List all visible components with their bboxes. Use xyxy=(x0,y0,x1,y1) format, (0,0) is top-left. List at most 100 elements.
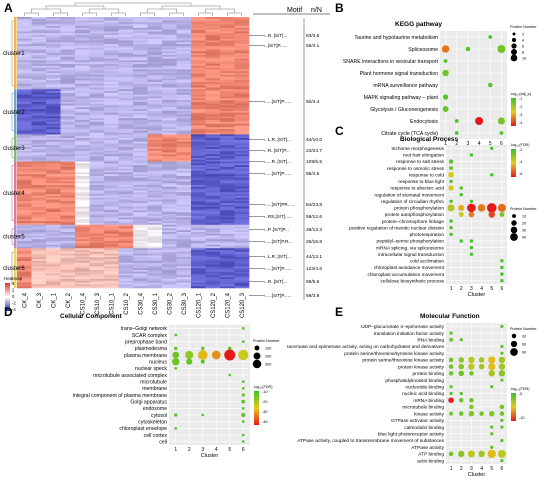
heatmap-cell xyxy=(104,259,119,262)
heatmap-cell xyxy=(147,20,163,23)
heatmap-cell xyxy=(89,166,105,170)
bubble-point xyxy=(500,324,504,328)
heatmap-cell xyxy=(162,17,177,20)
heatmap-cell xyxy=(205,148,221,151)
color-legend-title: -log₁₀(FDR) xyxy=(510,387,530,391)
size-legend-label: 300 xyxy=(265,363,271,367)
heatmap-cell xyxy=(60,197,76,200)
heatmap-cell xyxy=(118,58,134,61)
bubble-point xyxy=(490,445,494,449)
heatmap-cell xyxy=(75,177,90,180)
heatmap-cell xyxy=(31,45,47,49)
heatmap-cell xyxy=(162,27,177,30)
heatmap-cell xyxy=(147,132,163,135)
x-tick-label: 6 xyxy=(500,141,503,147)
heatmap-cell xyxy=(31,109,47,112)
heatmap-cell xyxy=(17,119,32,123)
heatmap-cell xyxy=(118,244,134,247)
bubble-point xyxy=(228,373,232,377)
heatmap-cell xyxy=(234,183,250,186)
heatmap-cell xyxy=(133,159,148,162)
heatmap-cell xyxy=(89,22,105,25)
heatmap-cell xyxy=(89,148,105,151)
heatmap-cell xyxy=(17,237,32,240)
heatmap-cell xyxy=(17,228,32,231)
heatmap-cell xyxy=(176,192,192,195)
heatmap-cell xyxy=(205,112,221,115)
heatmap-cell xyxy=(133,179,148,182)
heatmap-cell xyxy=(60,101,76,105)
heatmap-legend-title: Heatmap xyxy=(4,276,23,281)
heatmap-cell xyxy=(162,210,177,213)
heatmap-cell xyxy=(75,141,90,144)
heatmap-cell xyxy=(234,177,250,180)
heatmap-cell xyxy=(31,58,47,61)
heatmap-cell xyxy=(205,221,221,224)
bubble-point xyxy=(467,203,476,213)
heatmap-cell xyxy=(220,62,235,65)
bubble-point xyxy=(241,406,245,410)
bubble-point xyxy=(477,204,486,212)
heatmap-cell xyxy=(133,138,148,141)
heatmap-cell xyxy=(60,280,76,283)
heatmap-cell xyxy=(205,92,221,95)
heatmap-cell xyxy=(75,118,90,121)
heatmap-cell xyxy=(104,185,119,188)
heatmap-cell xyxy=(191,210,206,213)
heatmap-cell xyxy=(147,40,163,43)
heatmap-cell xyxy=(205,87,221,90)
heatmap-cell xyxy=(234,239,250,242)
heatmap-cell xyxy=(104,92,119,95)
heatmap-cell xyxy=(104,67,119,70)
heatmap-cell xyxy=(191,224,206,227)
heatmap-cell xyxy=(234,185,250,188)
heatmap-cell xyxy=(147,228,163,231)
x-tick-label: 1 xyxy=(174,447,177,453)
heatmap-cell xyxy=(60,257,76,260)
heatmap-cell xyxy=(205,54,221,58)
heatmap-cell xyxy=(75,114,90,117)
heatmap-cell xyxy=(89,168,105,171)
heatmap-cell xyxy=(104,18,119,21)
cluster-labels: cluster1cluster2cluster3cluster4cluster5… xyxy=(3,50,25,272)
heatmap-cell xyxy=(147,138,163,141)
heatmap-cell xyxy=(147,60,163,63)
heatmap-cell xyxy=(220,231,235,235)
heatmap-cell xyxy=(133,264,148,267)
heatmap-cell xyxy=(162,246,177,249)
heatmap-cell xyxy=(147,49,163,52)
heatmap-cell xyxy=(176,45,192,49)
sample-label: CS10_1 xyxy=(109,292,115,314)
heatmap-cell xyxy=(60,248,76,251)
heatmap-cell xyxy=(89,44,105,47)
heatmap-cell xyxy=(89,96,105,99)
heatmap-cell xyxy=(234,58,250,61)
heatmap-cell xyxy=(46,31,61,34)
heatmap-cell xyxy=(162,94,177,97)
heatmap-cell xyxy=(46,253,61,256)
heatmap-cell xyxy=(176,260,192,264)
heatmap-cell xyxy=(17,138,32,141)
heatmap-cell xyxy=(75,49,90,52)
color-legend-label: -30 xyxy=(262,410,268,414)
heatmap-cell xyxy=(118,74,134,77)
heatmap-cell xyxy=(75,269,90,273)
heatmap-cell xyxy=(147,219,163,222)
heatmap-cell xyxy=(75,201,90,204)
heatmap-cell xyxy=(118,201,134,204)
heatmap-cell xyxy=(75,268,90,271)
heatmap-cell xyxy=(220,110,235,114)
heatmap-cell xyxy=(89,82,105,85)
heatmap-cell xyxy=(104,219,119,222)
heatmap-cell xyxy=(104,136,119,139)
cluster-color-bar xyxy=(14,161,17,225)
heatmap-cell xyxy=(75,179,90,182)
heatmap-cell xyxy=(220,286,235,289)
heatmap-cell xyxy=(46,65,61,68)
heatmap-cell xyxy=(220,51,235,54)
heatmap-cell xyxy=(133,56,148,59)
size-legend-title: Protein Number xyxy=(510,25,537,29)
heatmap-cell xyxy=(89,157,105,161)
heatmap-cell xyxy=(220,101,235,105)
heatmap-cell xyxy=(205,219,221,222)
